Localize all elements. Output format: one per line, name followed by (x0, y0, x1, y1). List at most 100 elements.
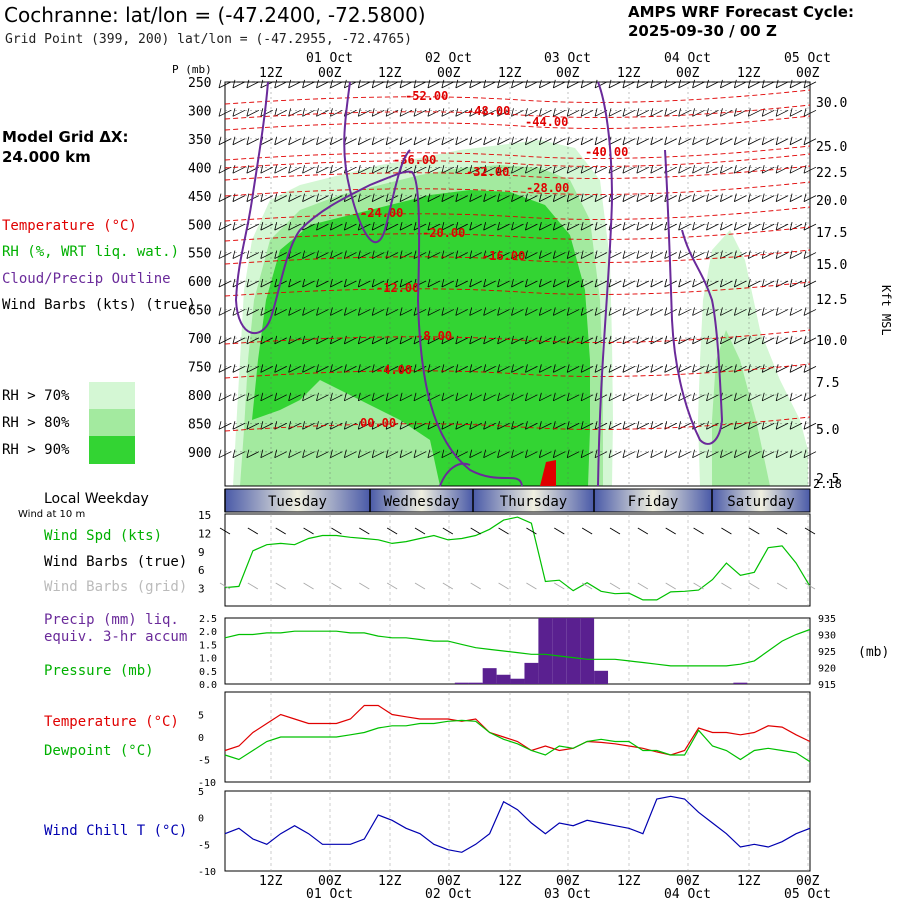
wind-barb-flag (789, 449, 793, 458)
wind-barb-flag (316, 136, 319, 145)
wind-barb (748, 422, 761, 430)
wind-barb (483, 280, 496, 288)
wind-barb-flag (302, 136, 305, 145)
wind-barb (692, 166, 705, 174)
wind-barb-flag (720, 108, 723, 117)
wind-barb (803, 166, 817, 174)
wind-barb (232, 451, 246, 459)
wind-barb-flag (441, 193, 445, 202)
wind-barb (302, 195, 315, 203)
wind-barb (734, 252, 747, 259)
wind-barb-flag (803, 136, 807, 145)
weekday-cell (370, 489, 473, 512)
wind-barb (678, 280, 691, 288)
wind-barb-flag (260, 108, 264, 117)
wind-barb (441, 109, 455, 117)
wind-barb-flag (789, 335, 793, 344)
wind-barb (330, 252, 343, 259)
wind-barb-flag (371, 79, 375, 88)
wind-barb (678, 422, 691, 430)
wind-barb (525, 422, 538, 430)
wind-barb-flag (747, 108, 751, 117)
wind-barb (441, 309, 455, 316)
wind-barb (650, 394, 663, 402)
wind-barb-flag (789, 222, 793, 231)
wind-barb-flag (497, 222, 500, 231)
wind-barb-flag (357, 392, 361, 401)
wind-barb-flag (692, 79, 695, 88)
cloud-outline (343, 81, 411, 244)
wind-barb (622, 223, 636, 231)
wind-barb-flag (636, 193, 640, 202)
wind-barb-flag (706, 392, 709, 401)
wind-barb (553, 195, 566, 203)
wind-barb (427, 195, 441, 203)
wind-barb (413, 109, 427, 117)
wind-barb-flag (399, 250, 403, 259)
wind-barb (358, 337, 371, 345)
wind-barb-flag (650, 250, 654, 259)
wind-barb (372, 195, 385, 203)
top-date-label: 02 Oct (425, 51, 472, 66)
windchill-ytick: -10 (198, 867, 216, 878)
wind-barb (260, 138, 273, 146)
wind-barb (608, 280, 622, 288)
wind-barb (553, 394, 566, 402)
wind-barb (469, 195, 482, 203)
wind-barb (218, 451, 232, 459)
wind-barb-flag (761, 449, 765, 458)
top-date-label: 04 Oct (664, 51, 711, 66)
wind-barb-flag (608, 421, 612, 430)
wind-barb-flag (455, 278, 459, 288)
height-tick-label: 2.5 (816, 472, 839, 487)
wind-barb (664, 81, 677, 89)
legend-cloud-outline: Cloud/Precip Outline (2, 271, 171, 287)
wind-barb-flag (720, 307, 723, 316)
wind-barb-flag (371, 193, 375, 202)
grid-point-subtitle: Grid Point (399, 200) lat/lon = (-47.295… (5, 32, 412, 47)
wind-barb-flag (525, 421, 528, 430)
wind-barb (399, 365, 413, 373)
wind-barb-flag (218, 364, 222, 373)
wind-barb (789, 451, 803, 459)
wind-barb (330, 394, 343, 402)
wind-barb (678, 138, 691, 146)
precip-bar (454, 682, 469, 684)
wind-barb (372, 451, 385, 459)
wind-barb (246, 309, 260, 316)
wind-barb (413, 195, 427, 203)
wind-barb-flag (803, 307, 807, 316)
wind-barb (483, 422, 496, 430)
wind-barb (567, 81, 580, 89)
wind-barb-flag (288, 165, 292, 174)
wind-barb (427, 309, 441, 316)
wind-barb (580, 252, 594, 259)
wind-barb-flag (232, 392, 236, 401)
wind-barb (316, 138, 329, 146)
wind-barb (748, 166, 761, 174)
wind-barb-flag (497, 278, 500, 288)
wind-barb (803, 337, 817, 345)
wind-barb-flag (469, 392, 473, 401)
wind-barb-flag (385, 449, 389, 458)
isotherm-label: -52.00 (405, 89, 448, 103)
windchill-ytick: 0 (198, 814, 204, 825)
wind-barb (580, 109, 594, 117)
wind-barb-flag (622, 364, 626, 373)
wind-barb (441, 223, 455, 231)
legend-temperature: Temperature (°C) (2, 218, 137, 234)
wind-barb-flag (789, 108, 793, 117)
wind-barb-flag (650, 449, 654, 458)
wind-barb (803, 422, 817, 430)
wind-barb (218, 337, 232, 345)
surface-grid-barb (749, 582, 760, 590)
wind-barb (511, 195, 524, 203)
precip-bar (482, 668, 497, 684)
wind-barb (469, 422, 482, 430)
wind-barb (413, 309, 427, 316)
wind-barb-flag (218, 193, 222, 202)
wind-barb-flag (622, 250, 626, 259)
wind-barb-flag (330, 364, 333, 373)
wind-barb (358, 451, 371, 459)
wind-barb (455, 223, 468, 231)
